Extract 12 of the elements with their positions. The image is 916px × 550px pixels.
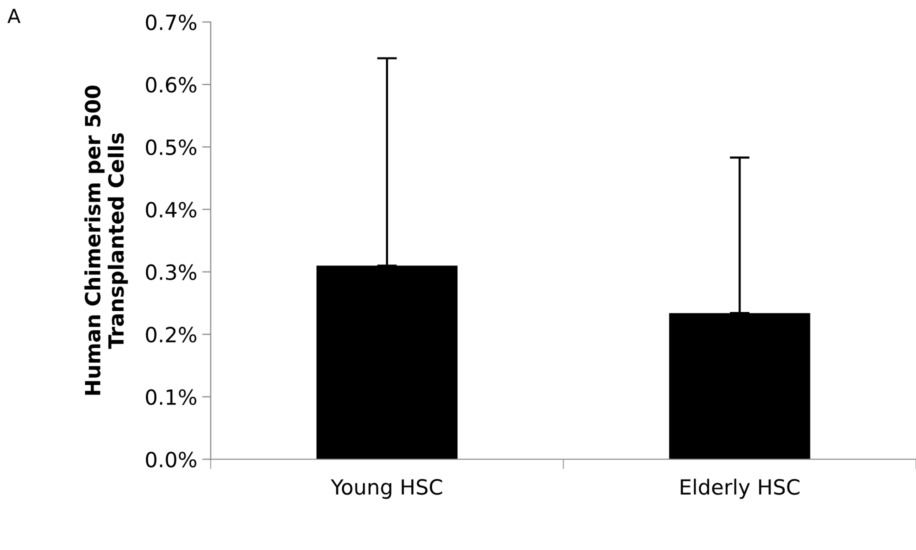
y-axis-title: Human Chimerism per 500 Transplanted Cells [84,86,128,395]
x-tick-label: Elderly HSC [680,478,800,499]
y-tick-label: 0.1% [146,389,196,405]
y-tick-label: 0.5% [146,139,196,156]
x-tick-label: Young HSC [330,479,442,499]
y-tick-label: 0.4% [146,202,196,218]
y-tick-label: 0.6% [146,76,196,93]
y-tick-label: 0.0% [146,452,196,468]
y-tick-label: 0.3% [146,264,196,280]
y-tick-label: 0.2% [146,326,196,343]
text: A [7,8,20,24]
y-tick-label: 0.7% [146,14,196,30]
